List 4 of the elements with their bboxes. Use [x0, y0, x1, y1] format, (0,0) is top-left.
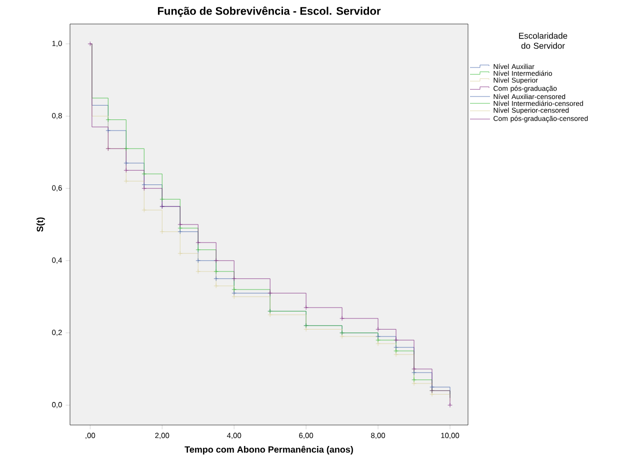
x-axis-title: Tempo com Abono Permanência (anos): [184, 446, 353, 454]
y-axis-title: S(t): [36, 217, 45, 232]
chart-title: Função de Sobrevivência - Escol. Servidor: [158, 6, 381, 18]
legend-title: Escolaridade do Servidor: [519, 32, 568, 49]
